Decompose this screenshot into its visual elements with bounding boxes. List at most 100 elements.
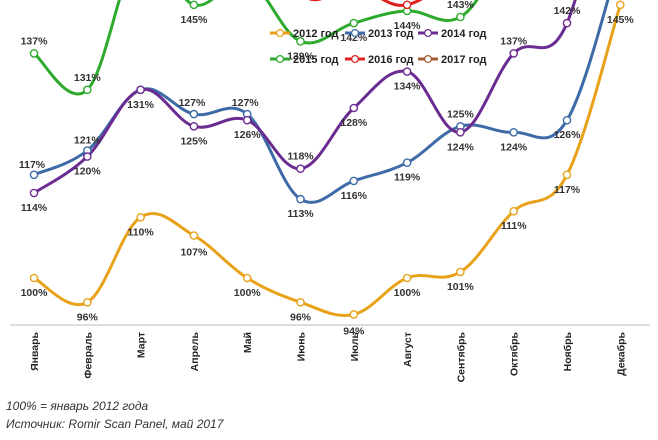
series-1-point-12 <box>616 0 625 10</box>
data-label-s2-2: 121% <box>74 135 102 147</box>
series-2-point-7 <box>349 176 359 186</box>
data-labels: 100% 96% 110% 107% 100% 96% 94% 100% 101% 111% 117… <box>19 0 635 337</box>
data-label-s4-9: 143% <box>447 0 475 11</box>
data-label-s4-8: 144% <box>394 20 422 32</box>
series-2-point-8 <box>402 158 412 167</box>
series-2-point-11 <box>562 115 572 125</box>
data-label-s1-1: 100% <box>21 287 49 299</box>
data-label-s2-8: 119% <box>394 172 421 184</box>
series-4-point-9 <box>456 12 465 22</box>
series-line-5 <box>309 0 423 7</box>
baseline-note: 100% = январь 2012 года <box>6 399 149 413</box>
data-label-s1-9: 101% <box>447 281 475 293</box>
series-1-point-1 <box>29 273 39 283</box>
data-label-s3-6: 118% <box>287 151 314 163</box>
series-3-point-6 <box>296 164 305 173</box>
data-label-s1-12: 145% <box>607 14 635 26</box>
series-line-1 <box>32 3 622 317</box>
data-label-s1-4: 107% <box>180 247 208 259</box>
legend-marker-2 <box>350 28 360 38</box>
x-tick-label-5: Май <box>242 332 254 353</box>
data-label-s4-7: 142% <box>340 32 368 44</box>
legend-label-2: 2013 год <box>368 28 414 40</box>
data-label-s2-7: 116% <box>341 190 368 202</box>
data-label-s3-5: 126% <box>234 129 262 141</box>
data-label-s2-10: 124% <box>500 141 528 153</box>
series-1-point-4 <box>189 231 199 240</box>
data-label-s1-7: 94% <box>343 325 365 337</box>
legend-label-4: 2015 год <box>293 54 339 66</box>
data-label-s2-9: 125% <box>447 108 475 120</box>
x-tick-label-2: Февраль <box>82 331 94 378</box>
data-label-s4-2: 131% <box>74 72 102 84</box>
data-label-s4-4: 145% <box>180 14 208 26</box>
series-1-point-3 <box>136 212 145 222</box>
series-4-point-4 <box>189 0 199 10</box>
x-tick-label-12: Декабрь <box>615 331 627 375</box>
data-label-s4-5: 149% <box>234 0 262 2</box>
series-markers <box>29 0 625 319</box>
data-label-s2-4: 127% <box>178 97 206 109</box>
legend-label-3: 2014 год <box>441 28 487 40</box>
x-tick-label-4: Апрель <box>189 331 201 371</box>
data-label-s4-6: 139% <box>287 50 315 62</box>
x-tick-labels: Январь Февраль Март Апрель Май Июнь Июль Август… <box>29 331 627 382</box>
legend-marker-4 <box>275 54 285 64</box>
series-2-point-6 <box>296 194 305 204</box>
data-label-s1-10: 111% <box>501 220 527 232</box>
series-2-point-1 <box>29 170 39 180</box>
x-tick-label-10: Октябрь <box>509 331 521 376</box>
series-3-point-4 <box>189 122 199 131</box>
series-4-point-2 <box>83 85 92 95</box>
data-label-s3-9: 124% <box>447 141 475 153</box>
series-4-point-6 <box>296 37 305 46</box>
series-3-point-3 <box>136 85 145 95</box>
data-label-s1-3: 110% <box>127 226 154 238</box>
legend-label-1: 2012 год <box>293 28 339 40</box>
series-3-point-11 <box>562 18 572 28</box>
legend-marker-3 <box>423 28 433 38</box>
data-label-s3-8: 134% <box>394 81 422 93</box>
series-3-point-5 <box>242 115 252 125</box>
data-label-s1-8: 100% <box>394 287 422 299</box>
data-label-s2-6: 113% <box>287 208 314 220</box>
legend: 2012 год 2013 год 2014 год 2015 год 2016 год… <box>270 28 487 66</box>
x-tick-label-11: Ноябрь <box>562 331 574 371</box>
data-label-s2-11: 126% <box>554 129 582 141</box>
data-label-s2-5: 127% <box>232 97 260 109</box>
series-lines <box>32 0 622 317</box>
data-label-s3-11: 142% <box>554 5 582 17</box>
legend-marker-1 <box>275 28 285 38</box>
series-1-point-7 <box>349 310 359 319</box>
data-label-s3-4: 125% <box>180 135 208 147</box>
x-tick-label-1: Январь <box>29 331 41 370</box>
data-label-s2-1: 117% <box>19 159 46 171</box>
legend-label-6: 2017 год <box>441 54 487 66</box>
series-3-point-9 <box>456 127 465 137</box>
series-1-point-6 <box>296 297 305 307</box>
x-tick-label-7: Июль <box>349 331 361 361</box>
series-2-point-10 <box>509 127 519 137</box>
legend-marker-5 <box>350 54 360 64</box>
series-1-point-2 <box>83 297 92 307</box>
series-1-point-11 <box>562 170 572 180</box>
data-label-s4-1: 137% <box>21 35 49 47</box>
series-3-point-2 <box>83 152 92 161</box>
data-label-s3-2: 120% <box>74 166 102 178</box>
series-1-point-10 <box>509 206 519 216</box>
series-1-point-9 <box>456 267 465 277</box>
series-line-4 <box>32 0 479 96</box>
x-tick-label-3: Март <box>136 332 148 358</box>
series-1-point-5 <box>242 273 252 283</box>
series-2-point-4 <box>189 109 199 119</box>
data-label-s3-7: 128% <box>340 117 368 129</box>
data-label-s1-11: 117% <box>554 184 581 196</box>
series-4-point-1 <box>29 49 39 58</box>
series-4-point-7 <box>349 18 359 28</box>
series-3-point-7 <box>349 103 359 113</box>
data-label-s3-1: 114% <box>21 202 48 214</box>
x-tick-label-9: Сентябрь <box>455 331 467 382</box>
series-3-point-1 <box>29 188 39 198</box>
data-label-s1-2: 96% <box>77 311 99 323</box>
